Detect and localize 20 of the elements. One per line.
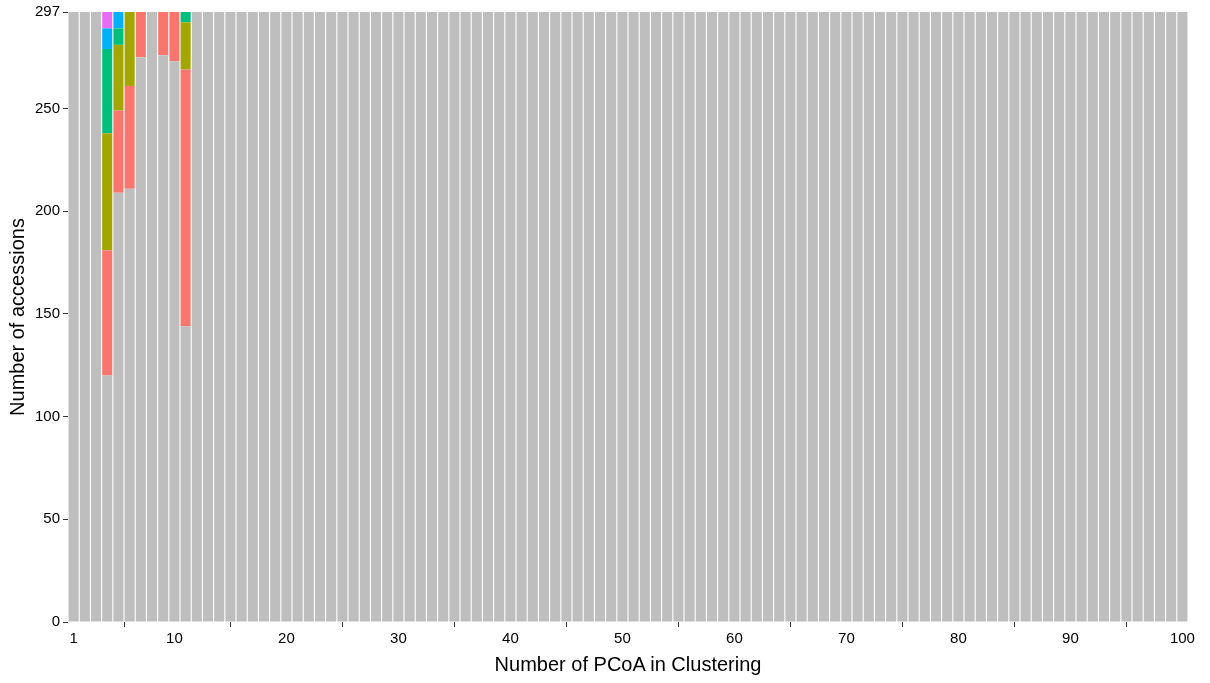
x-axis-title: Number of PCoA in Clustering: [494, 652, 762, 675]
y-tick-label: 250: [35, 98, 61, 116]
y-tick-label: 50: [43, 509, 61, 527]
y-tick-label: 200: [35, 201, 61, 219]
x-tick-label: 1: [69, 629, 78, 647]
x-tick-label: 10: [166, 629, 183, 647]
x-tick-label: 100: [1169, 629, 1195, 647]
x-tick-label: 70: [838, 629, 855, 647]
x-tick-label: 40: [502, 629, 519, 647]
y-tick-label: 100: [35, 406, 61, 424]
x-tick-label: 90: [1062, 629, 1079, 647]
y-tick-label: 0: [51, 612, 61, 630]
x-tick-label: 80: [950, 629, 967, 647]
y-axis-title: Number of accessions: [5, 218, 28, 416]
x-tick-label: 30: [390, 629, 407, 647]
y-tick-label: 150: [35, 304, 61, 322]
x-tick-label: 50: [614, 629, 631, 647]
x-tick-label: 60: [726, 629, 743, 647]
y-tick-label: 297: [35, 2, 61, 20]
x-tick-label: 20: [278, 629, 295, 647]
